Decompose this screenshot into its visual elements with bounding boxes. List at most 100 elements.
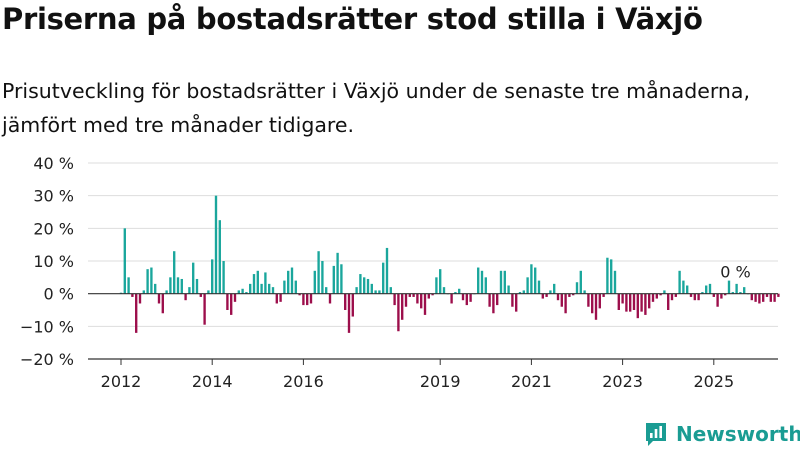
y-tick-label: −10 % <box>20 317 74 336</box>
bar <box>325 287 328 294</box>
bar <box>370 283 373 294</box>
bar <box>290 267 294 294</box>
bar <box>385 247 389 294</box>
bar <box>712 293 715 297</box>
bar <box>123 228 126 294</box>
bar <box>579 270 582 294</box>
bar <box>408 293 411 297</box>
bar <box>393 293 396 306</box>
bar-chart: 40 %30 %20 %10 %0 %−10 %−20 % 2012 2014 20… <box>20 154 780 391</box>
bar <box>629 293 632 312</box>
bar <box>150 267 153 294</box>
bar <box>382 262 385 294</box>
bar <box>275 293 278 304</box>
bar <box>469 293 472 302</box>
chart-subtitle: Prisutveckling för bostadsrätter i Växjö… <box>2 79 750 137</box>
bar <box>568 293 571 297</box>
bar <box>515 293 518 312</box>
bar <box>606 257 609 294</box>
bar <box>366 278 370 294</box>
bar <box>549 290 552 294</box>
y-tick-label: 30 % <box>33 187 74 206</box>
bar <box>302 293 305 306</box>
bar <box>743 287 746 294</box>
bar <box>769 293 772 302</box>
bar <box>651 293 655 302</box>
bar <box>351 293 354 317</box>
bar <box>233 293 237 302</box>
bar <box>161 293 164 314</box>
bar <box>556 293 560 301</box>
bar <box>283 280 286 294</box>
bar <box>644 293 647 315</box>
bar <box>705 285 708 294</box>
bar <box>195 278 199 294</box>
bar <box>271 287 275 294</box>
bar <box>564 293 567 314</box>
bar <box>245 292 248 294</box>
bar <box>530 264 533 294</box>
bar <box>777 293 780 297</box>
chart-title: Priserna på bostadsrätter stod stilla i … <box>2 2 703 36</box>
bar <box>518 292 522 294</box>
bar <box>697 293 700 301</box>
bar <box>184 293 187 301</box>
bar <box>534 267 537 294</box>
bar <box>256 270 259 294</box>
bar <box>591 293 594 314</box>
bar <box>507 285 510 294</box>
bar <box>583 290 586 294</box>
bar <box>625 293 628 312</box>
bar <box>735 283 738 294</box>
bar <box>617 293 620 310</box>
bar <box>499 270 503 294</box>
bar <box>397 293 400 332</box>
bar <box>511 293 514 307</box>
bar <box>363 277 366 294</box>
bar <box>678 270 681 294</box>
bar <box>218 220 221 294</box>
bar <box>420 293 423 309</box>
bar <box>355 287 358 294</box>
bar <box>773 293 776 302</box>
bar <box>701 292 704 294</box>
bar <box>758 293 761 304</box>
y-tick-label: 20 % <box>33 219 74 238</box>
bar <box>450 293 453 304</box>
bar <box>157 293 161 304</box>
bar <box>378 290 381 294</box>
bar <box>553 283 556 294</box>
bar <box>667 293 670 310</box>
bar <box>522 290 525 294</box>
bar <box>347 293 351 333</box>
bar <box>724 293 727 296</box>
bar <box>682 280 685 294</box>
bar <box>572 293 575 296</box>
bar <box>720 293 723 299</box>
bar <box>241 288 244 294</box>
bar <box>739 292 742 294</box>
bar <box>401 293 404 320</box>
bar <box>503 270 506 294</box>
bar <box>317 251 320 294</box>
bar <box>389 287 392 294</box>
bar <box>252 274 256 294</box>
bar <box>461 293 465 301</box>
bar <box>613 270 617 294</box>
bar <box>176 277 180 294</box>
bar <box>560 293 563 307</box>
y-tick-label: −20 % <box>20 350 74 369</box>
bar <box>211 259 214 294</box>
bar <box>359 274 362 294</box>
x-tick-label: 2025 <box>693 372 734 391</box>
bar <box>750 293 753 301</box>
y-axis-ticks: 40 % 30 % 20 % 10 % 0 % −10 % −20 % <box>20 154 74 369</box>
bar <box>249 283 252 294</box>
bar <box>480 270 484 294</box>
bar <box>279 293 282 302</box>
bar <box>207 290 210 294</box>
bar <box>131 293 134 297</box>
bar <box>541 293 544 299</box>
bar <box>199 293 202 297</box>
bar <box>655 293 658 299</box>
